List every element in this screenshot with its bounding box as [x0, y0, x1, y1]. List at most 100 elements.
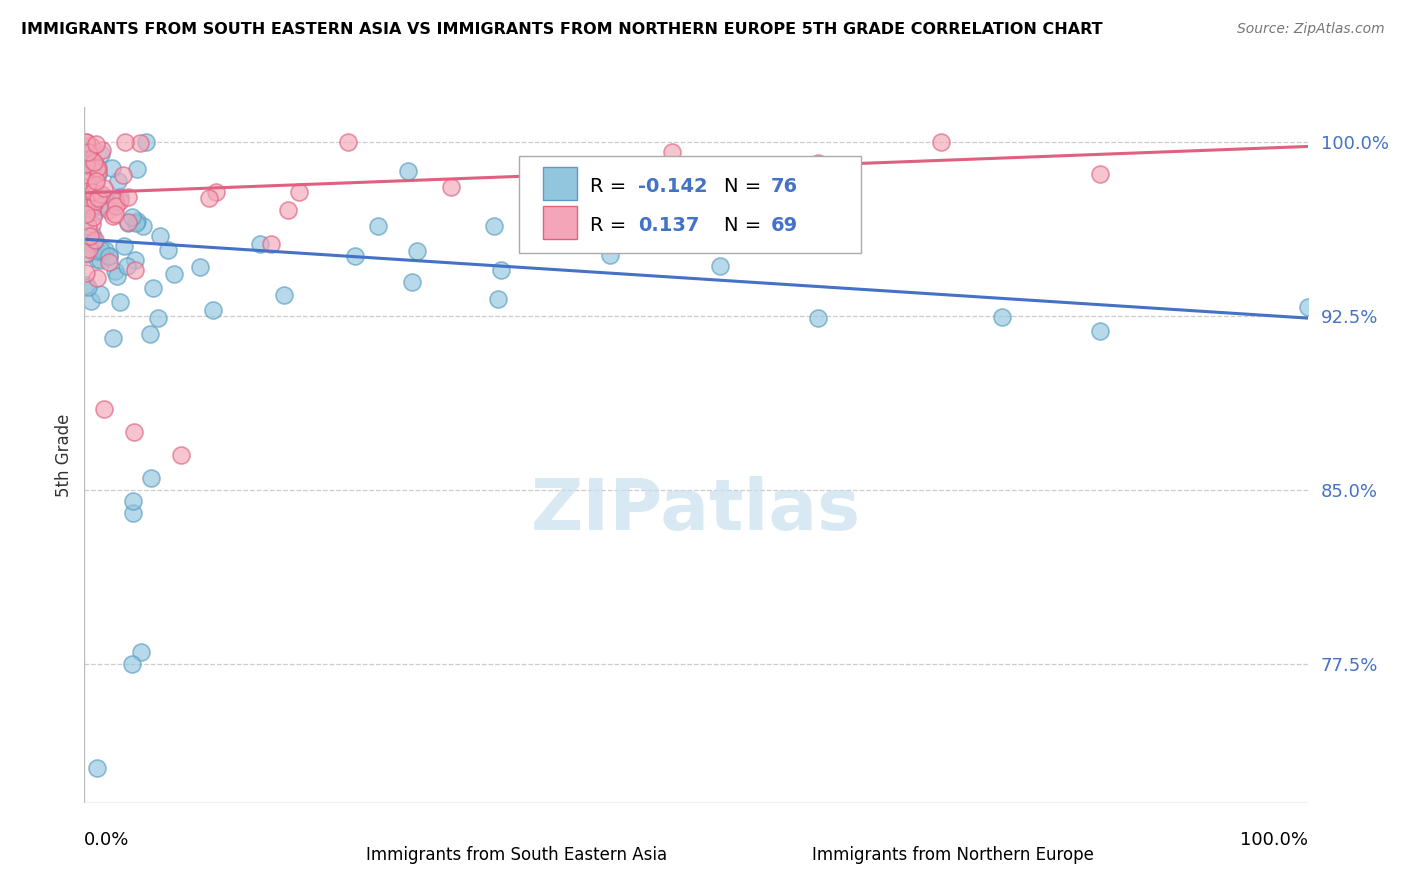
Point — [77, 219, 100, 234]
Text: IMMIGRANTS FROM SOUTH EASTERN ASIA VS IMMIGRANTS FROM NORTHERN EUROPE 5TH GRADE : IMMIGRANTS FROM SOUTH EASTERN ASIA VS IM… — [21, 22, 1102, 37]
Point — [205, 186, 228, 200]
Point — [489, 263, 512, 277]
Point — [260, 237, 283, 252]
Point — [84, 173, 107, 187]
Point — [405, 244, 427, 259]
Point — [87, 167, 110, 181]
Point — [1088, 167, 1111, 181]
Point — [163, 267, 186, 281]
Point — [75, 194, 97, 209]
Point — [86, 244, 108, 258]
Point — [77, 145, 100, 160]
Point — [76, 279, 98, 293]
Point — [80, 293, 103, 308]
Text: R =: R = — [589, 216, 633, 235]
Point — [84, 156, 107, 170]
Point — [97, 255, 120, 269]
Point — [89, 199, 111, 213]
Point — [82, 211, 104, 225]
Point — [1088, 324, 1111, 338]
Point — [121, 211, 143, 225]
Point — [288, 185, 311, 199]
Point — [86, 161, 108, 175]
Point — [80, 217, 103, 231]
Text: 0.0%: 0.0% — [84, 830, 129, 848]
Point — [80, 140, 103, 154]
Bar — [543, 167, 578, 200]
Text: 69: 69 — [770, 216, 797, 235]
Point — [79, 229, 101, 244]
Text: N =: N = — [724, 216, 768, 235]
Point — [98, 249, 121, 263]
Point — [807, 311, 830, 326]
Point — [83, 155, 105, 169]
Point — [367, 219, 389, 233]
Point — [75, 198, 97, 212]
Point — [90, 187, 112, 202]
Point — [127, 214, 149, 228]
Point — [148, 310, 170, 325]
Point — [77, 242, 100, 256]
Point — [108, 194, 131, 208]
Text: Immigrants from South Eastern Asia: Immigrants from South Eastern Asia — [366, 846, 666, 864]
Point — [170, 448, 193, 462]
Point — [79, 154, 101, 169]
Point — [484, 219, 506, 233]
Point — [105, 268, 128, 283]
Point — [396, 164, 419, 178]
Bar — [323, 842, 354, 868]
Point — [75, 157, 97, 171]
Point — [112, 238, 135, 252]
Point — [115, 259, 138, 273]
Point — [661, 145, 683, 160]
Point — [157, 243, 180, 257]
Point — [79, 153, 101, 167]
Point — [108, 294, 131, 309]
Point — [83, 234, 105, 248]
Point — [139, 471, 162, 485]
Text: 100.0%: 100.0% — [1240, 830, 1308, 848]
Point — [121, 657, 143, 671]
Point — [77, 196, 100, 211]
Point — [929, 135, 952, 149]
Point — [75, 246, 97, 260]
Text: R =: R = — [589, 177, 633, 195]
Point — [90, 244, 112, 258]
Point — [93, 244, 115, 258]
Point — [486, 292, 509, 306]
Point — [87, 199, 110, 213]
Point — [87, 191, 110, 205]
Point — [336, 135, 359, 149]
Point — [110, 190, 132, 204]
Point — [135, 135, 157, 149]
Point — [80, 152, 103, 166]
Point — [75, 174, 97, 188]
Point — [77, 193, 100, 207]
Point — [75, 135, 97, 149]
Point — [125, 216, 148, 230]
Point — [101, 209, 124, 223]
Point — [79, 199, 101, 213]
Point — [82, 199, 104, 213]
Point — [90, 143, 112, 157]
Point — [685, 222, 707, 236]
Point — [117, 215, 139, 229]
Point — [80, 227, 103, 242]
Point — [124, 263, 146, 277]
Point — [112, 168, 135, 182]
Point — [75, 237, 97, 252]
Text: -0.142: -0.142 — [638, 177, 709, 195]
Bar — [769, 842, 801, 868]
Point — [90, 187, 112, 202]
Point — [991, 310, 1014, 324]
Point — [197, 191, 219, 205]
Point — [1296, 301, 1319, 315]
Point — [77, 159, 100, 173]
Point — [104, 206, 127, 220]
Point — [75, 266, 97, 280]
Point — [93, 401, 115, 416]
Point — [89, 252, 111, 267]
FancyBboxPatch shape — [519, 156, 860, 253]
Point — [142, 281, 165, 295]
Point — [104, 194, 127, 209]
